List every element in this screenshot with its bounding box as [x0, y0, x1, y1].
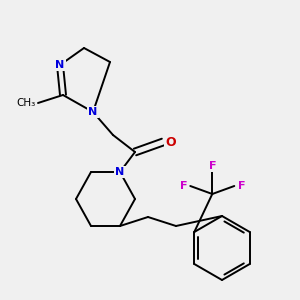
Text: F: F: [238, 181, 245, 191]
Text: N: N: [116, 167, 124, 177]
Text: O: O: [166, 136, 176, 148]
Text: CH₃: CH₃: [17, 98, 36, 108]
Text: N: N: [56, 60, 64, 70]
Text: F: F: [179, 181, 187, 191]
Text: N: N: [88, 107, 98, 117]
Text: F: F: [208, 161, 216, 171]
